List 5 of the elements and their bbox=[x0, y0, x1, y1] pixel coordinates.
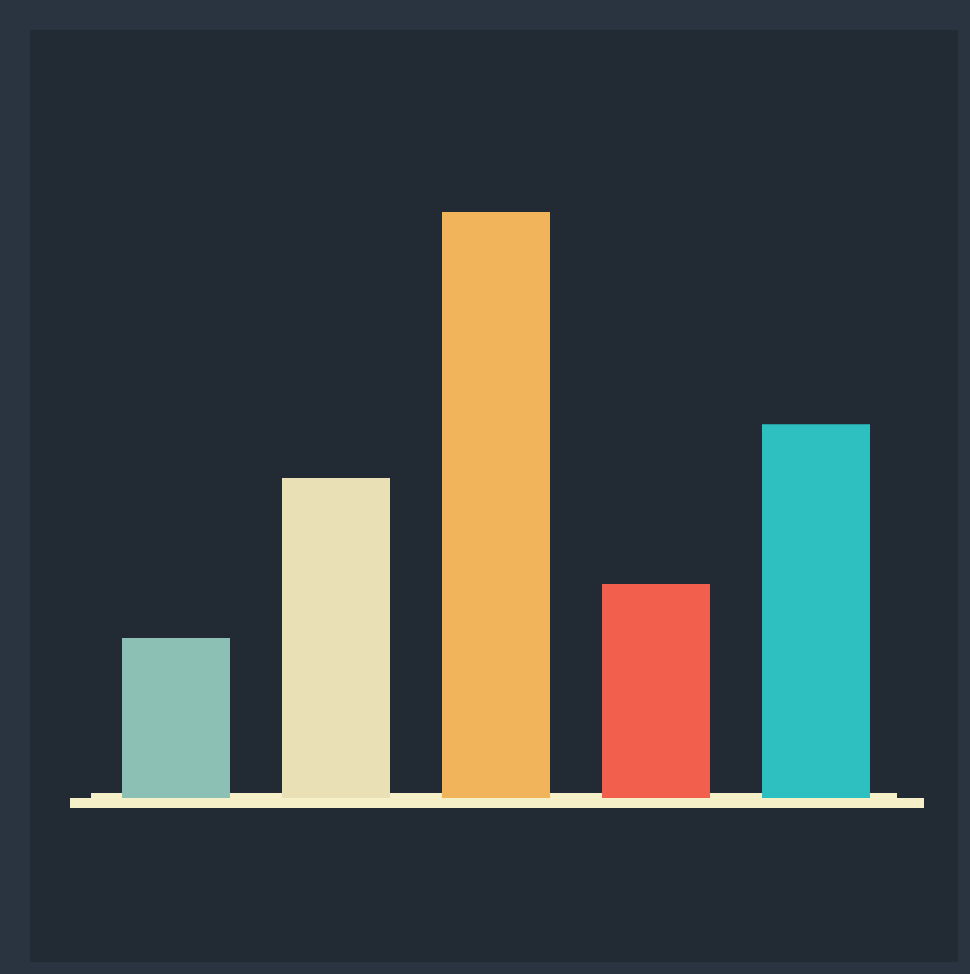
bar bbox=[602, 584, 710, 798]
bar bbox=[122, 638, 230, 798]
bar bbox=[282, 478, 390, 798]
bar bbox=[442, 212, 550, 798]
bar bbox=[762, 424, 870, 798]
